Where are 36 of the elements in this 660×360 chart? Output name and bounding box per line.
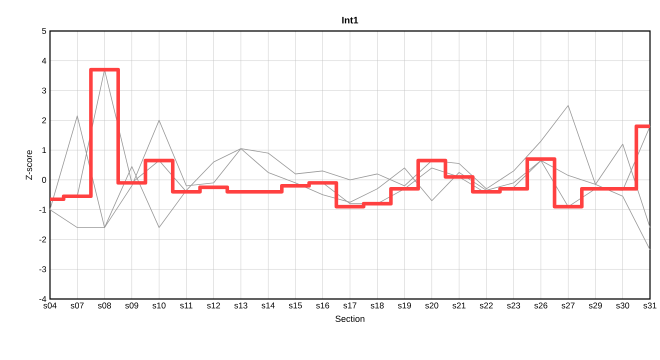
x-tick-label: s15 <box>288 302 302 308</box>
y-tick-label: 4 <box>42 58 46 64</box>
y-tick-label: 5 <box>42 28 46 34</box>
x-tick-label: s23 <box>507 302 520 309</box>
y-tick-label: -1 <box>39 206 46 213</box>
x-tick-label: s09 <box>125 302 138 309</box>
chart-title: Int1 <box>342 16 358 24</box>
y-tick-label: -3 <box>39 266 46 272</box>
y-axis-title: Z-score <box>26 150 32 180</box>
x-tick-label: s14 <box>262 302 275 308</box>
x-tick-label: s12 <box>207 302 220 309</box>
x-tick-label: s13 <box>234 302 248 309</box>
x-tick-label: s19 <box>398 302 411 309</box>
x-tick-label: s31 <box>643 302 656 309</box>
x-tick-label: s07 <box>70 302 84 309</box>
x-tick-label: s17 <box>343 302 356 308</box>
y-tick-label: -2 <box>39 236 46 242</box>
x-tick-label: s16 <box>316 302 330 309</box>
x-tick-label: s27 <box>562 302 575 309</box>
x-tick-label: s30 <box>616 302 630 309</box>
x-tick-label: s11 <box>180 302 192 308</box>
x-tick-label: s08 <box>98 302 112 309</box>
x-tick-label: s04 <box>43 302 57 309</box>
x-tick-label: s26 <box>534 302 548 309</box>
y-tick-label: 2 <box>42 117 46 124</box>
x-tick-label: s29 <box>588 302 602 309</box>
y-tick-label: 0 <box>42 176 46 183</box>
x-tick-label: s22 <box>480 302 493 309</box>
x-axis-title: Section <box>335 315 364 322</box>
y-tick-label: -4 <box>39 296 46 302</box>
x-tick-label: s21 <box>452 302 466 309</box>
x-tick-label: s20 <box>425 302 438 309</box>
y-tick-label: 1 <box>42 147 46 154</box>
y-tick-label: 3 <box>42 88 46 94</box>
x-tick-label: s18 <box>370 302 384 309</box>
x-tick-label: s10 <box>152 302 166 309</box>
